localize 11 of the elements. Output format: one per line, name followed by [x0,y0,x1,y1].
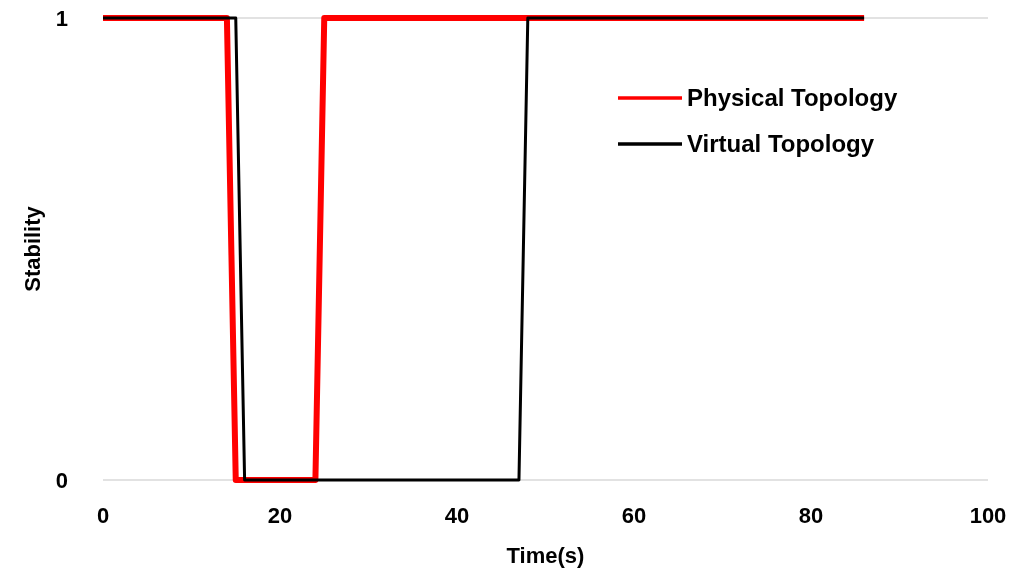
x-tick-label: 0 [96,503,110,528]
x-tick-label: 80 [798,503,824,528]
legend-label: Physical Topology [687,84,898,111]
x-tick-label: 20 [267,503,293,528]
y-axis-title: Stability [20,205,45,292]
legend-label: Virtual Topology [687,130,875,157]
x-tick-label: 40 [444,503,470,528]
x-tick-label: 100 [969,503,1007,528]
x-axis-title: Time(s) [506,543,585,568]
y-tick-label: 1 [55,6,68,31]
x-tick-label: 60 [621,503,647,528]
